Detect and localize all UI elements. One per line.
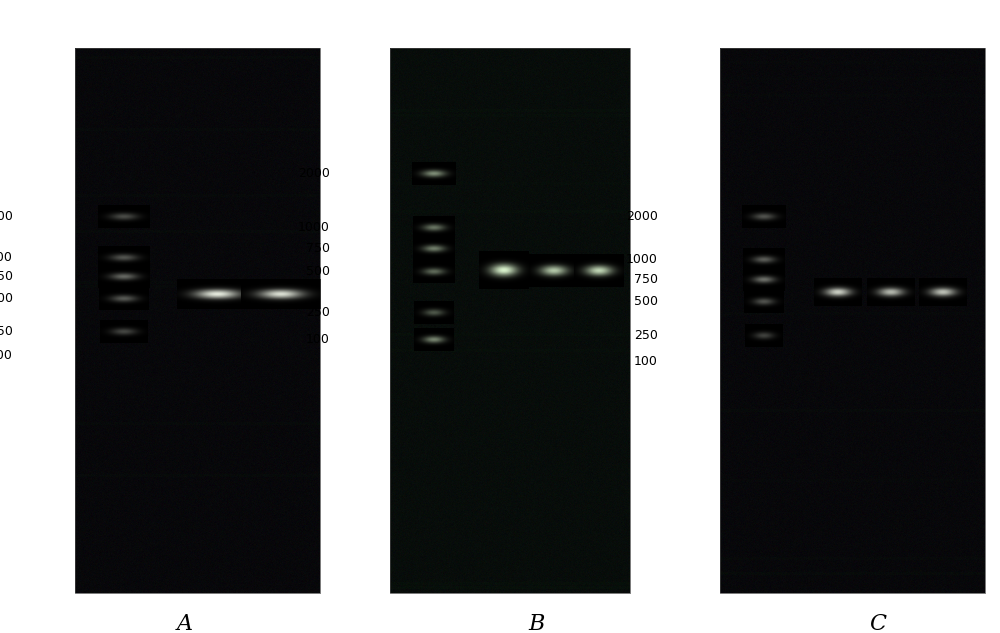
Text: 1000: 1000 (298, 222, 330, 234)
Text: 750: 750 (634, 273, 658, 286)
Text: 250: 250 (634, 329, 658, 342)
Text: 1000: 1000 (0, 251, 13, 265)
Text: 250: 250 (306, 306, 330, 319)
Bar (75, 48, 320, 593)
Bar (720, 48, 985, 593)
Text: 100: 100 (306, 333, 330, 346)
Text: C: C (870, 613, 887, 633)
Text: A: A (177, 613, 193, 633)
Text: 100: 100 (634, 355, 658, 368)
Text: 1000: 1000 (626, 253, 658, 266)
Text: 750: 750 (306, 242, 330, 255)
Text: 2000: 2000 (298, 167, 330, 180)
Text: 750: 750 (0, 270, 13, 284)
Bar (390, 48, 630, 593)
Text: 500: 500 (634, 295, 658, 308)
Text: 500: 500 (0, 292, 13, 305)
Text: 500: 500 (306, 265, 330, 278)
Text: 100: 100 (0, 349, 13, 363)
Text: 2000: 2000 (626, 210, 658, 223)
Text: B: B (529, 613, 545, 633)
Text: 2000: 2000 (0, 210, 13, 223)
Text: 250: 250 (0, 325, 13, 338)
